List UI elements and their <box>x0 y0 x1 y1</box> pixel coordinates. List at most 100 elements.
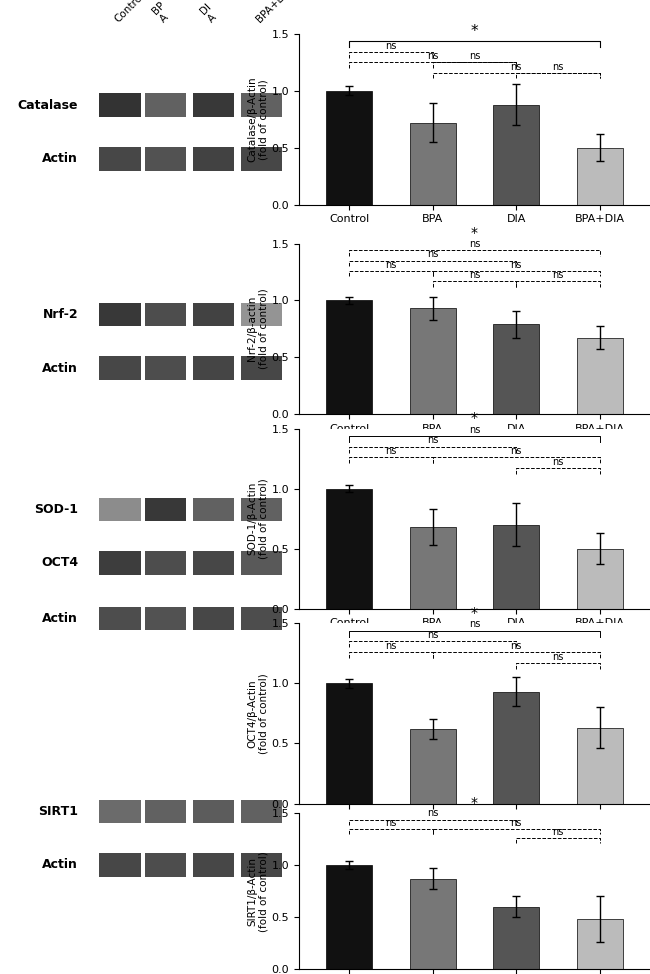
Bar <box>577 548 623 609</box>
Text: SIRT1: SIRT1 <box>38 805 78 818</box>
Text: ns: ns <box>467 259 482 272</box>
Text: ns: ns <box>385 641 396 651</box>
Text: ns: ns <box>552 652 564 661</box>
Y-axis label: SOD-1/β-Actin
(fold of control): SOD-1/β-Actin (fold of control) <box>247 478 269 559</box>
Bar <box>192 356 234 380</box>
Y-axis label: Catalase/β-Actin
(fold of control): Catalase/β-Actin (fold of control) <box>247 77 269 162</box>
Text: ns: ns <box>511 818 522 828</box>
Text: Nrf-2: Nrf-2 <box>42 308 78 321</box>
Text: *: * <box>471 23 478 39</box>
Text: Catalase: Catalase <box>18 98 78 112</box>
Bar <box>240 607 282 630</box>
Bar <box>240 94 282 117</box>
Text: ns: ns <box>385 260 396 270</box>
Bar <box>145 303 187 326</box>
Bar <box>145 800 187 823</box>
Bar <box>410 308 456 414</box>
Text: Actin: Actin <box>42 858 78 872</box>
Text: DI
A: DI A <box>198 1 221 24</box>
Text: *: * <box>471 226 478 240</box>
Bar <box>577 728 623 804</box>
Bar <box>99 853 140 877</box>
Text: SOD-1: SOD-1 <box>34 503 78 516</box>
Text: *: * <box>471 796 478 810</box>
Bar <box>192 853 234 877</box>
Bar <box>192 147 234 170</box>
Bar <box>577 919 623 969</box>
Bar <box>145 356 187 380</box>
Bar <box>493 104 540 205</box>
Bar <box>240 800 282 823</box>
Text: ns: ns <box>552 270 564 280</box>
Text: ns: ns <box>427 630 438 640</box>
Text: ns: ns <box>427 52 438 61</box>
Bar <box>493 324 540 414</box>
Bar <box>145 551 187 575</box>
Bar <box>145 853 187 877</box>
Bar <box>326 91 372 205</box>
Bar <box>493 692 540 804</box>
Bar <box>99 147 140 170</box>
Bar <box>326 300 372 414</box>
Bar <box>192 800 234 823</box>
Bar <box>99 303 140 326</box>
Bar <box>326 684 372 804</box>
Text: ns: ns <box>385 446 396 456</box>
Bar <box>99 498 140 521</box>
Y-axis label: SIRT1/β-Actin
(fold of control): SIRT1/β-Actin (fold of control) <box>247 851 269 931</box>
Bar <box>326 489 372 609</box>
Text: ns: ns <box>552 827 564 838</box>
Text: ns: ns <box>552 457 564 467</box>
Bar <box>240 551 282 575</box>
Text: *: * <box>471 411 478 425</box>
Bar <box>410 527 456 609</box>
Bar <box>240 853 282 877</box>
Bar <box>192 607 234 630</box>
Bar <box>99 800 140 823</box>
Text: ns: ns <box>385 818 396 828</box>
Bar <box>326 865 372 969</box>
Text: Actin: Actin <box>42 152 78 166</box>
Y-axis label: OCT4/β-Actin
(fold of control): OCT4/β-Actin (fold of control) <box>247 673 269 754</box>
Bar <box>145 147 187 170</box>
Bar <box>145 607 187 630</box>
Text: Actin: Actin <box>42 361 78 375</box>
Text: OCT4: OCT4 <box>41 556 78 570</box>
Text: ns: ns <box>427 435 438 445</box>
Text: ns: ns <box>469 52 480 61</box>
Bar <box>240 303 282 326</box>
Bar <box>493 525 540 609</box>
Bar <box>99 94 140 117</box>
Bar <box>145 498 187 521</box>
Bar <box>99 551 140 575</box>
Bar <box>577 338 623 414</box>
Text: BPA+DIA: BPA+DIA <box>254 0 294 24</box>
Bar <box>240 498 282 521</box>
Bar <box>192 551 234 575</box>
Bar <box>577 148 623 205</box>
Text: ns: ns <box>469 425 480 434</box>
Bar <box>410 879 456 969</box>
Bar <box>192 94 234 117</box>
Text: ns: ns <box>552 61 564 71</box>
Text: BP
A: BP A <box>150 0 175 24</box>
Text: ns: ns <box>469 240 480 249</box>
Bar <box>410 123 456 205</box>
Text: ns: ns <box>511 446 522 456</box>
Bar <box>145 94 187 117</box>
Bar <box>493 907 540 969</box>
Text: ns: ns <box>385 41 396 51</box>
Text: ns: ns <box>469 619 480 629</box>
Text: ns: ns <box>511 641 522 651</box>
Bar <box>192 498 234 521</box>
Bar <box>240 356 282 380</box>
Y-axis label: Nrf-2/β-actin
(fold of control): Nrf-2/β-actin (fold of control) <box>247 288 269 369</box>
Text: Control: Control <box>113 0 147 24</box>
Bar <box>99 356 140 380</box>
Text: ns: ns <box>427 808 438 818</box>
Text: Actin: Actin <box>42 612 78 625</box>
Text: ns: ns <box>511 260 522 270</box>
Text: ns: ns <box>469 270 480 280</box>
Bar <box>410 730 456 804</box>
Text: ns: ns <box>511 61 522 71</box>
